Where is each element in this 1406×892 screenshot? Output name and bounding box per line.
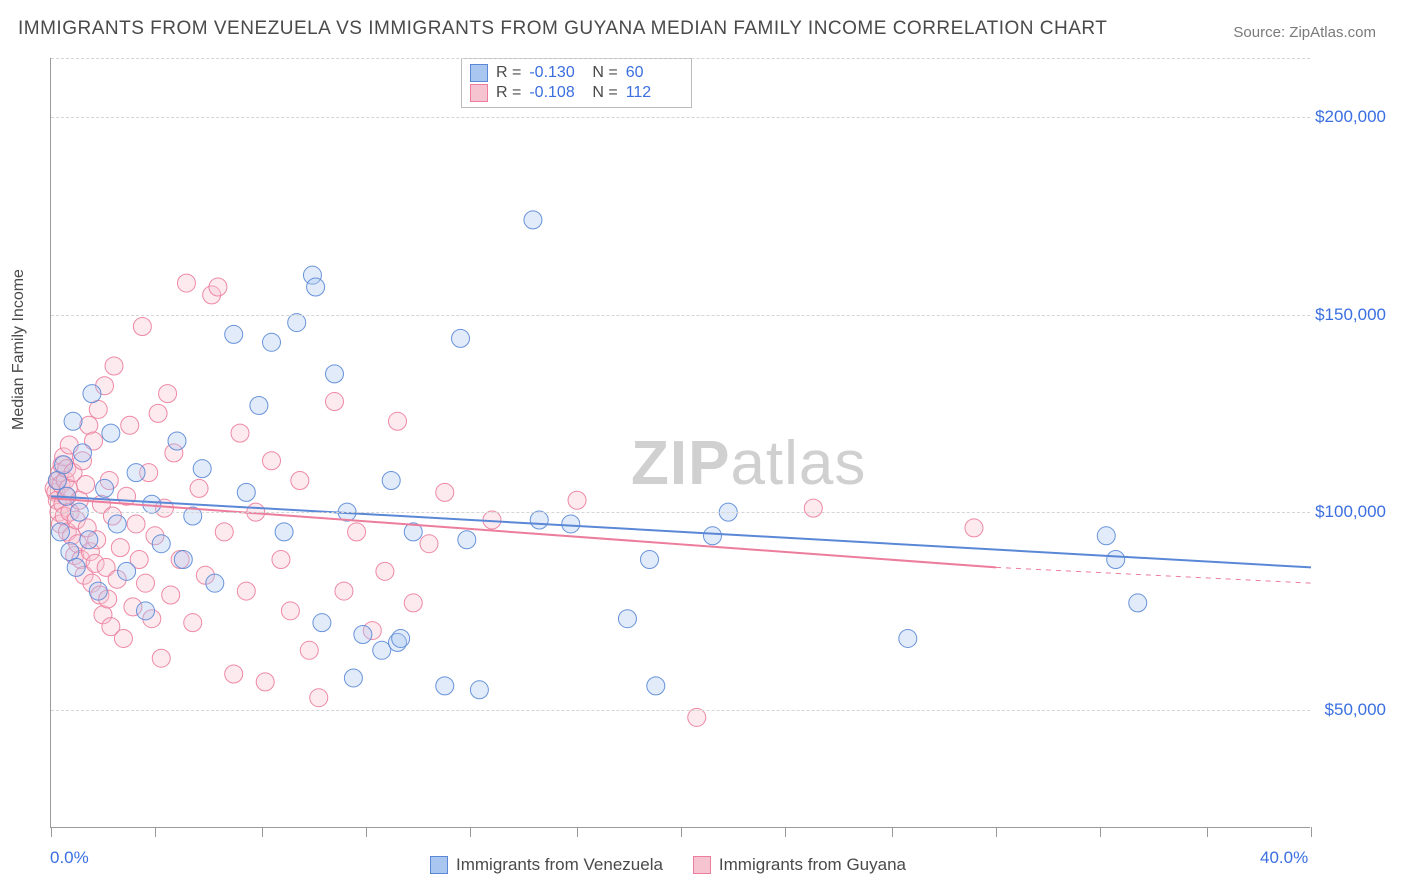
chart-plot-area: ZIPatlas R = -0.130 N = 60 R = -0.108 N … [50, 58, 1310, 828]
x-tick [996, 827, 997, 837]
x-tick [577, 827, 578, 837]
x-tick [1311, 827, 1312, 837]
x-tick [470, 827, 471, 837]
x-axis-start-label: 0.0% [50, 848, 89, 868]
chart-title: IMMIGRANTS FROM VENEZUELA VS IMMIGRANTS … [18, 18, 1107, 40]
legend-item-venezuela: Immigrants from Venezuela [430, 855, 663, 875]
x-axis-end-label: 40.0% [1260, 848, 1308, 868]
swatch-venezuela [430, 856, 448, 874]
y-tick-label: $200,000 [1315, 107, 1386, 127]
x-tick [892, 827, 893, 837]
x-tick [1207, 827, 1208, 837]
x-tick [681, 827, 682, 837]
y-tick-label: $150,000 [1315, 305, 1386, 325]
series-legend: Immigrants from Venezuela Immigrants fro… [430, 855, 906, 875]
y-tick-label: $100,000 [1315, 502, 1386, 522]
y-tick-label: $50,000 [1325, 700, 1386, 720]
x-tick [1100, 827, 1101, 837]
x-tick [51, 827, 52, 837]
source-prefix: Source: [1233, 24, 1289, 41]
gridline-h [51, 58, 1310, 59]
x-tick [366, 827, 367, 837]
gridline-h [51, 512, 1310, 513]
legend-label: Immigrants from Venezuela [456, 855, 663, 875]
source-attribution: Source: ZipAtlas.com [1233, 24, 1376, 41]
y-axis-label: Median Family Income [10, 269, 28, 430]
gridline-h [51, 315, 1310, 316]
gridline-h [51, 710, 1310, 711]
source-link[interactable]: ZipAtlas.com [1289, 24, 1376, 41]
x-tick [155, 827, 156, 837]
gridline-h [51, 117, 1310, 118]
legend-label: Immigrants from Guyana [719, 855, 906, 875]
x-tick [785, 827, 786, 837]
swatch-guyana [693, 856, 711, 874]
legend-item-guyana: Immigrants from Guyana [693, 855, 906, 875]
chart-svg [51, 58, 1310, 827]
x-tick [262, 827, 263, 837]
